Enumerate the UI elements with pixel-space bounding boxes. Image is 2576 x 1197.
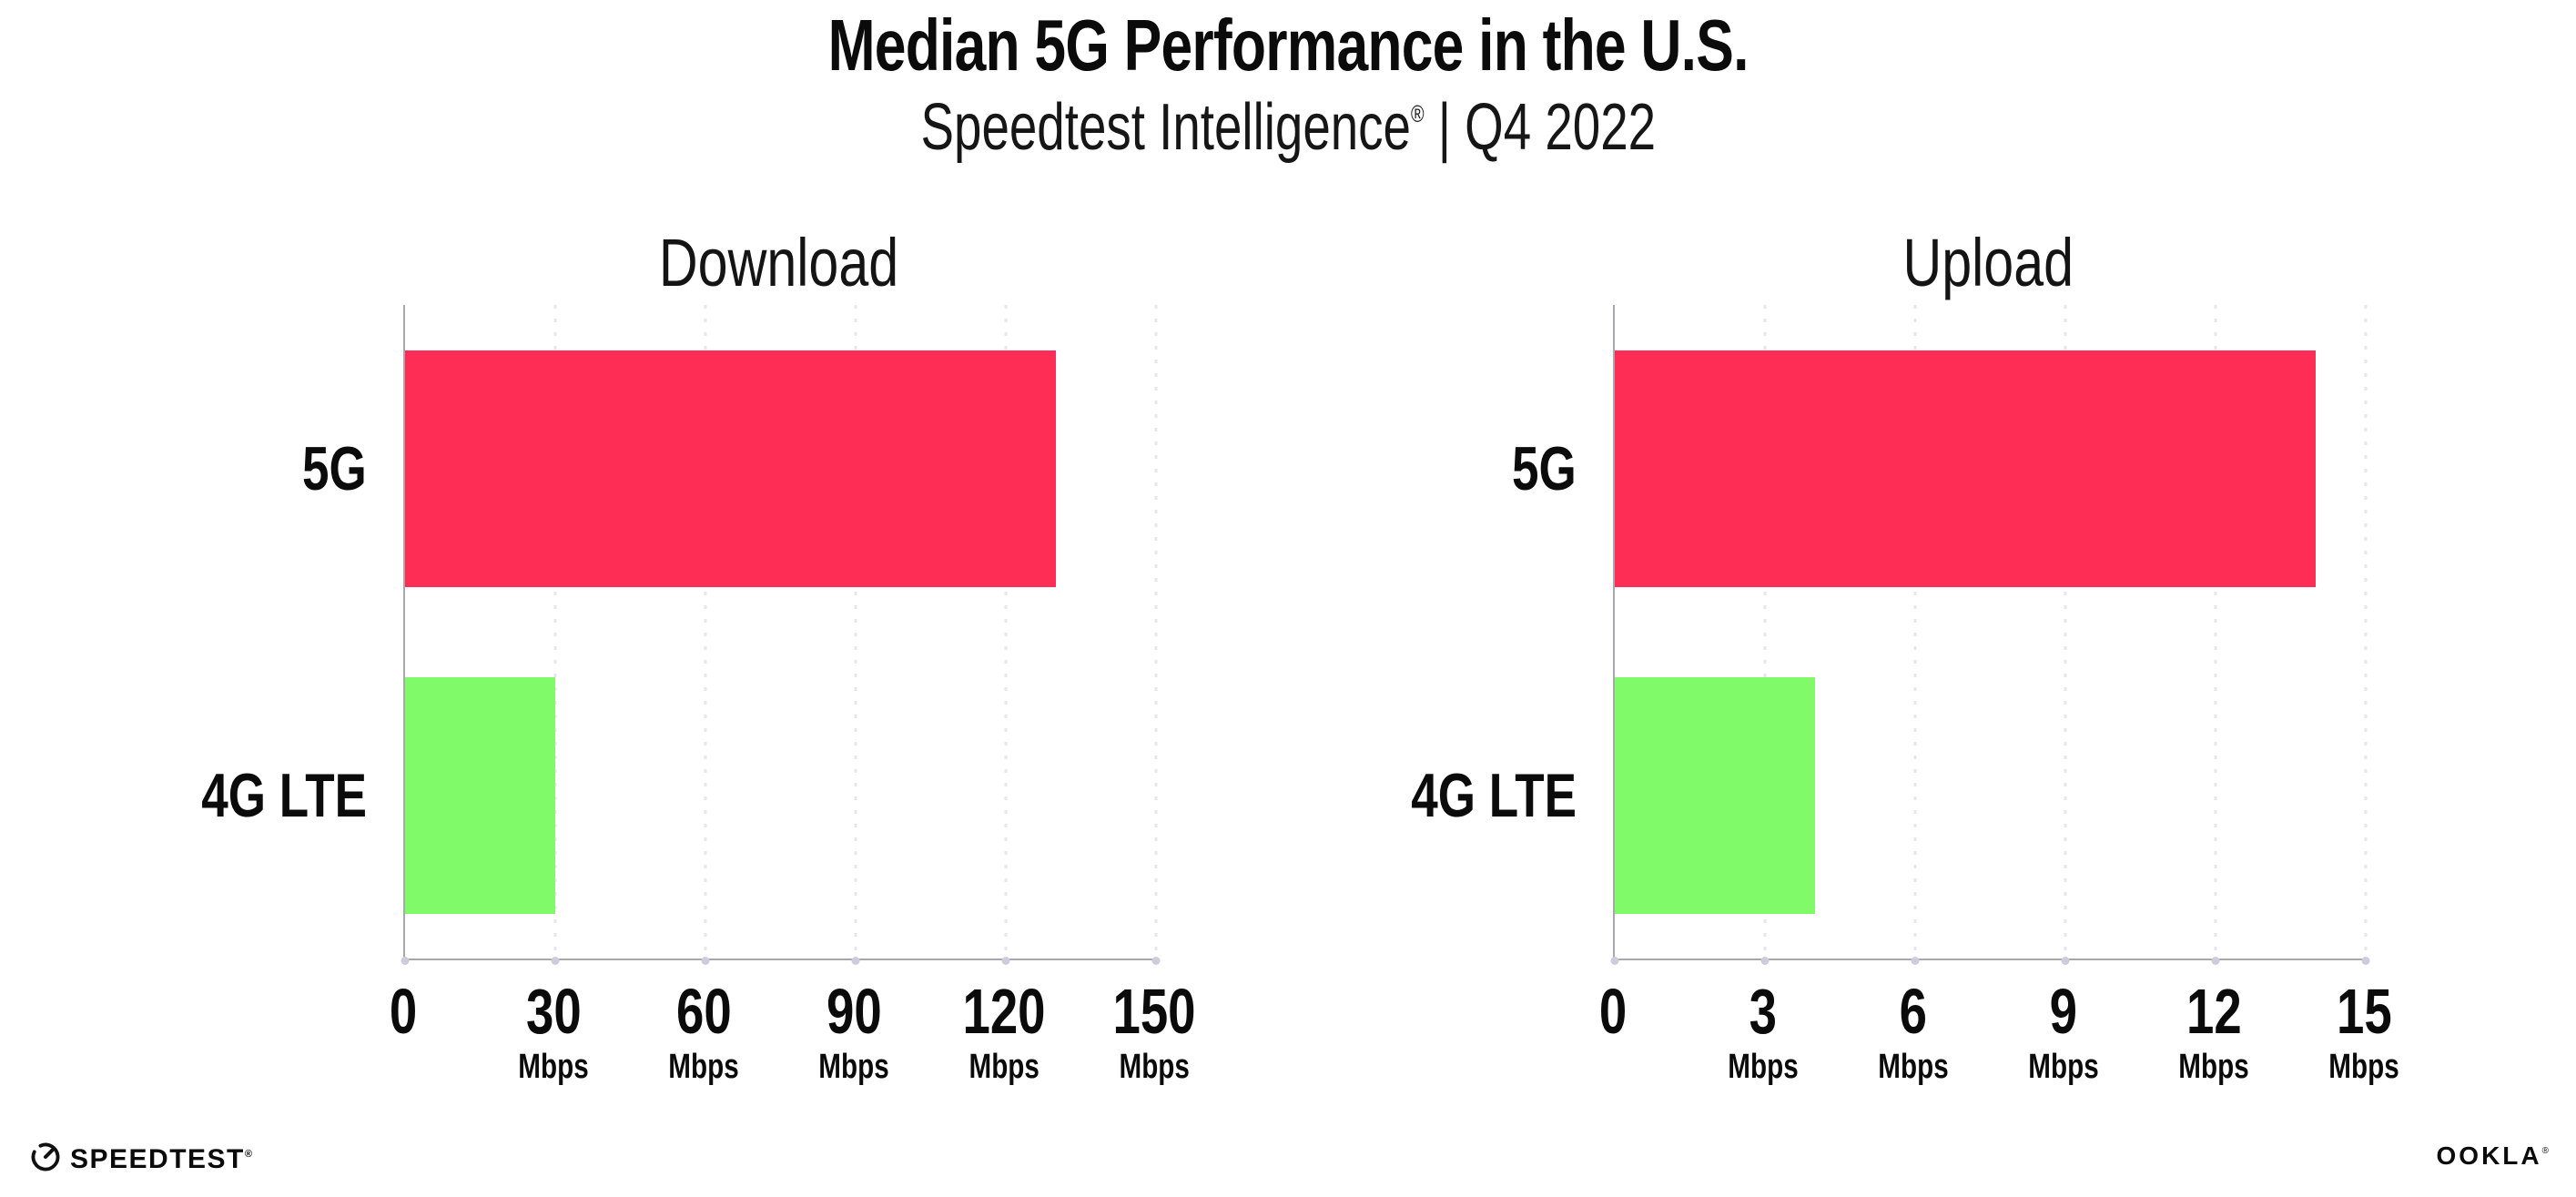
gridline [553,305,557,959]
ookla-logo: OOKLA® [2437,1141,2549,1172]
axis-tick-dot [2061,957,2070,965]
category-label-4g-lte: 4G LTE [201,760,367,830]
speedtest-logo-text: SPEEDTEST [70,1144,245,1174]
gridline [2214,305,2217,959]
x-tick-unit: Mbps [818,1048,889,1086]
x-axis: 0 30 Mbps 60 Mbps 90 Mbps 120 Mbps 150 Mbps [390,979,1196,1125]
x-tick-unit: Mbps [1728,1048,1799,1086]
axis-tick-dot [1610,957,1619,965]
gridline [1154,305,1158,959]
category-label-4g-lte: 4G LTE [1411,760,1577,830]
plot-area [401,305,1161,965]
x-tick-unit: Mbps [1878,1048,1949,1086]
gridline [854,305,857,959]
axis-tick-dot [1151,957,1161,965]
bar-4g-lte [405,676,555,914]
axis-tick-dot [1001,957,1010,965]
gridline [1004,305,1008,959]
axis-tick-dot [401,957,410,965]
x-tick-unit: Mbps [969,1048,1040,1086]
x-tick-label: 120 Mbps [951,979,1058,1084]
x-tick-unit: Mbps [668,1048,739,1086]
speedtest-logo: SPEEDTEST® [29,1138,252,1176]
x-tick-label: 0 [1598,976,1628,1047]
x-tick-label: 12 Mbps [2168,979,2258,1084]
category-label-5g: 5G [302,433,367,503]
gridline [2364,305,2368,959]
page-title: Median 5G Performance in the U.S. [827,5,1749,86]
gridline [704,305,707,959]
x-tick-label: 90 Mbps [808,979,898,1084]
plot-area [1610,305,2370,965]
bar-5g [1615,350,2316,587]
axis-tick-dot [851,957,860,965]
speedtest-logo-text-wrap: SPEEDTEST® [70,1138,252,1176]
gridline [2064,305,2067,959]
chart-download: Download 0 30 Mbps 60 Mbps 90 Mbps 120 Mbps 150 Mb… [201,218,1196,1129]
x-tick-unit: Mbps [2328,1048,2399,1086]
chart-title-download: Download [658,225,899,300]
x-tick-unit: Mbps [2178,1048,2249,1086]
axis-tick-dot [2361,957,2370,965]
axis-tick-dot [2211,957,2220,965]
bar-4g-lte [1615,676,1815,914]
chart-upload: Upload 0 3 Mbps 6 Mbps 9 Mbps 12 Mbps 15 Mbps 5G 4G… [1411,218,2399,1129]
category-label-5g: 5G [1512,433,1577,503]
x-tick-label: 9 Mbps [2018,979,2108,1084]
registered-mark: ® [244,1149,252,1160]
x-tick-unit: Mbps [2028,1048,2099,1086]
x-tick-label: 15 Mbps [2318,979,2409,1084]
x-tick-label: 30 Mbps [508,979,598,1084]
gridline [1913,305,1917,959]
axis-tick-dot [1760,957,1770,965]
x-tick-label: 0 [389,976,418,1047]
speedtest-gauge-icon [31,1142,60,1172]
bar-5g [405,350,1056,587]
registered-mark: ® [2541,1146,2549,1156]
x-axis: 0 3 Mbps 6 Mbps 9 Mbps 12 Mbps 15 Mbps [1599,979,2399,1125]
chart-title-upload: Upload [1902,225,2074,300]
registered-mark: ® [1410,100,1425,127]
x-tick-label: 3 Mbps [1718,979,1808,1084]
page-subtitle: Speedtest Intelligence® | Q4 2022 [0,91,2576,164]
x-tick-label: 6 Mbps [1868,979,1958,1084]
axis-tick-dot [701,957,710,965]
x-tick-label: 150 Mbps [1101,979,1208,1084]
x-tick-unit: Mbps [1119,1048,1190,1086]
subtitle-period: | Q4 2022 [1424,91,1656,164]
axis-tick-dot [551,957,560,965]
subtitle-brand: Speedtest Intelligence [920,91,1411,164]
gridline [1763,305,1767,959]
ookla-logo-text: OOKLA [2436,1141,2542,1170]
x-tick-unit: Mbps [518,1048,589,1086]
x-tick-label: 60 Mbps [658,979,748,1084]
axis-tick-dot [1911,957,1920,965]
